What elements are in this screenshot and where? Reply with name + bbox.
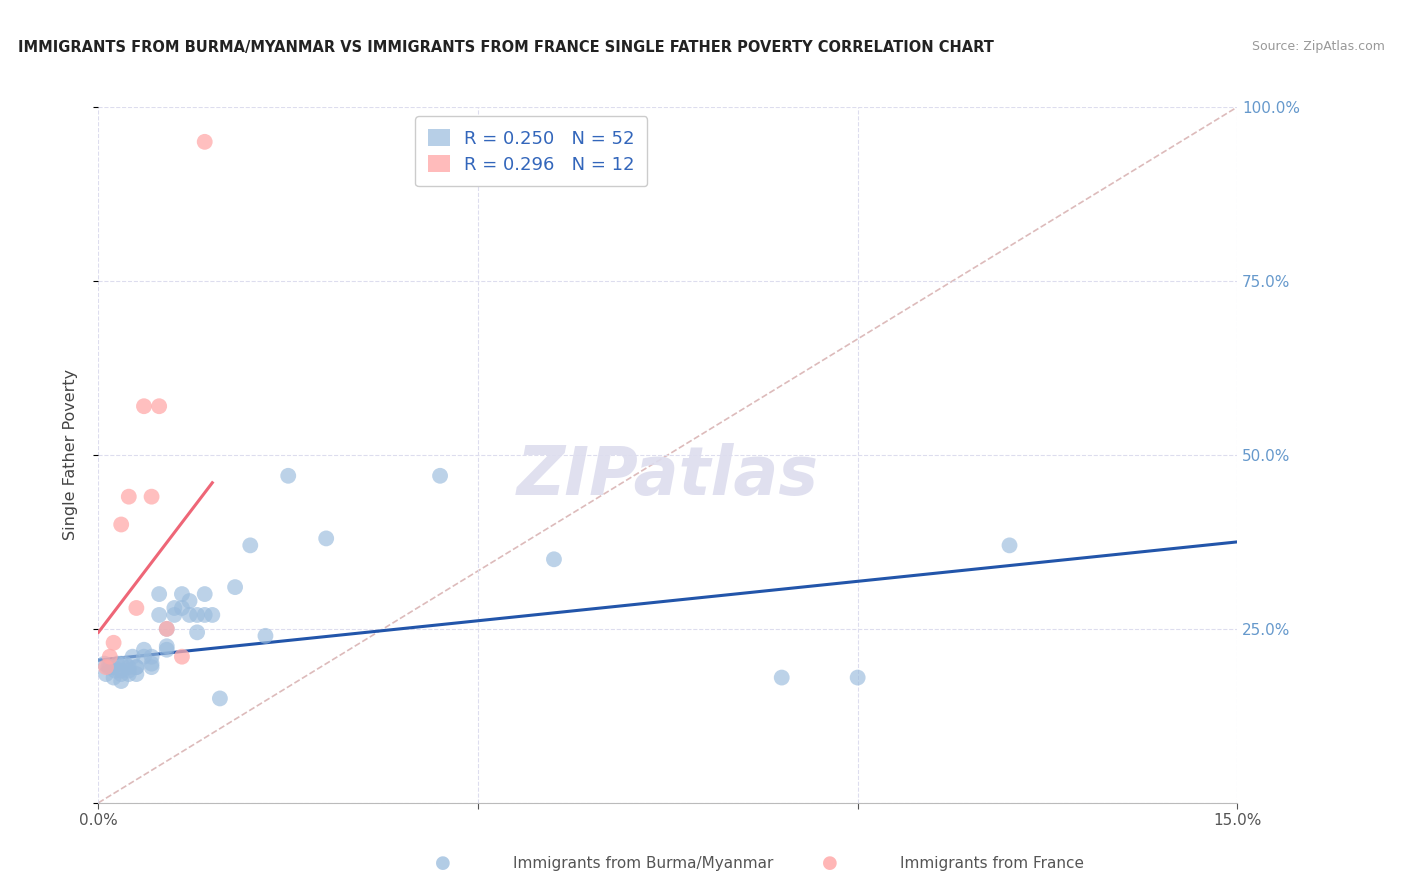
Point	[141, 657, 163, 671]
Point	[104, 664, 127, 678]
Point	[194, 135, 217, 149]
Text: Immigrants from Burma/Myanmar: Immigrants from Burma/Myanmar	[513, 856, 773, 871]
Point	[98, 660, 121, 674]
Point	[125, 601, 148, 615]
Point	[170, 649, 193, 664]
Point	[224, 580, 246, 594]
Point	[110, 517, 132, 532]
Point	[98, 649, 121, 664]
Point	[141, 649, 163, 664]
Point	[110, 674, 132, 689]
Point	[94, 660, 117, 674]
Text: ●: ●	[821, 855, 838, 872]
Point	[125, 660, 148, 674]
Text: Source: ZipAtlas.com: Source: ZipAtlas.com	[1251, 40, 1385, 54]
Point	[114, 657, 136, 671]
Point	[998, 538, 1021, 552]
Point	[103, 636, 125, 650]
Point	[170, 587, 193, 601]
Point	[201, 607, 224, 622]
Point	[121, 649, 143, 664]
Point	[110, 657, 132, 671]
Text: ●: ●	[434, 855, 451, 872]
Point	[103, 660, 125, 674]
Point	[208, 691, 231, 706]
Text: ZIPatlas: ZIPatlas	[517, 442, 818, 508]
Point	[93, 657, 115, 671]
Point	[132, 642, 155, 657]
Point	[315, 532, 337, 546]
Point	[186, 607, 208, 622]
Point	[110, 664, 132, 678]
Point	[125, 660, 148, 674]
Point	[141, 490, 163, 504]
Point	[156, 622, 179, 636]
Point	[118, 664, 141, 678]
Legend: R = 0.250   N = 52, R = 0.296   N = 12: R = 0.250 N = 52, R = 0.296 N = 12	[415, 116, 647, 186]
Point	[156, 642, 179, 657]
Y-axis label: Single Father Poverty: Single Father Poverty	[63, 369, 77, 541]
Point	[543, 552, 565, 566]
Point	[97, 660, 120, 674]
Point	[194, 587, 217, 601]
Point	[148, 587, 170, 601]
Point	[156, 639, 179, 653]
Point	[118, 660, 141, 674]
Point	[118, 667, 141, 681]
Point	[770, 671, 793, 685]
Point	[118, 490, 141, 504]
Point	[846, 671, 869, 685]
Point	[141, 660, 163, 674]
Point	[170, 601, 193, 615]
Point	[156, 622, 179, 636]
Text: Immigrants from France: Immigrants from France	[900, 856, 1084, 871]
Text: IMMIGRANTS FROM BURMA/MYANMAR VS IMMIGRANTS FROM FRANCE SINGLE FATHER POVERTY CO: IMMIGRANTS FROM BURMA/MYANMAR VS IMMIGRA…	[18, 40, 994, 55]
Point	[110, 667, 132, 681]
Point	[132, 649, 155, 664]
Point	[277, 468, 299, 483]
Point	[429, 468, 451, 483]
Point	[179, 594, 201, 608]
Point	[103, 671, 125, 685]
Point	[132, 399, 155, 413]
Point	[107, 657, 129, 671]
Point	[163, 601, 186, 615]
Point	[186, 625, 208, 640]
Point	[179, 607, 201, 622]
Point	[239, 538, 262, 552]
Point	[94, 667, 117, 681]
Point	[125, 667, 148, 681]
Point	[148, 607, 170, 622]
Point	[148, 399, 170, 413]
Point	[163, 607, 186, 622]
Point	[194, 607, 217, 622]
Point	[254, 629, 277, 643]
